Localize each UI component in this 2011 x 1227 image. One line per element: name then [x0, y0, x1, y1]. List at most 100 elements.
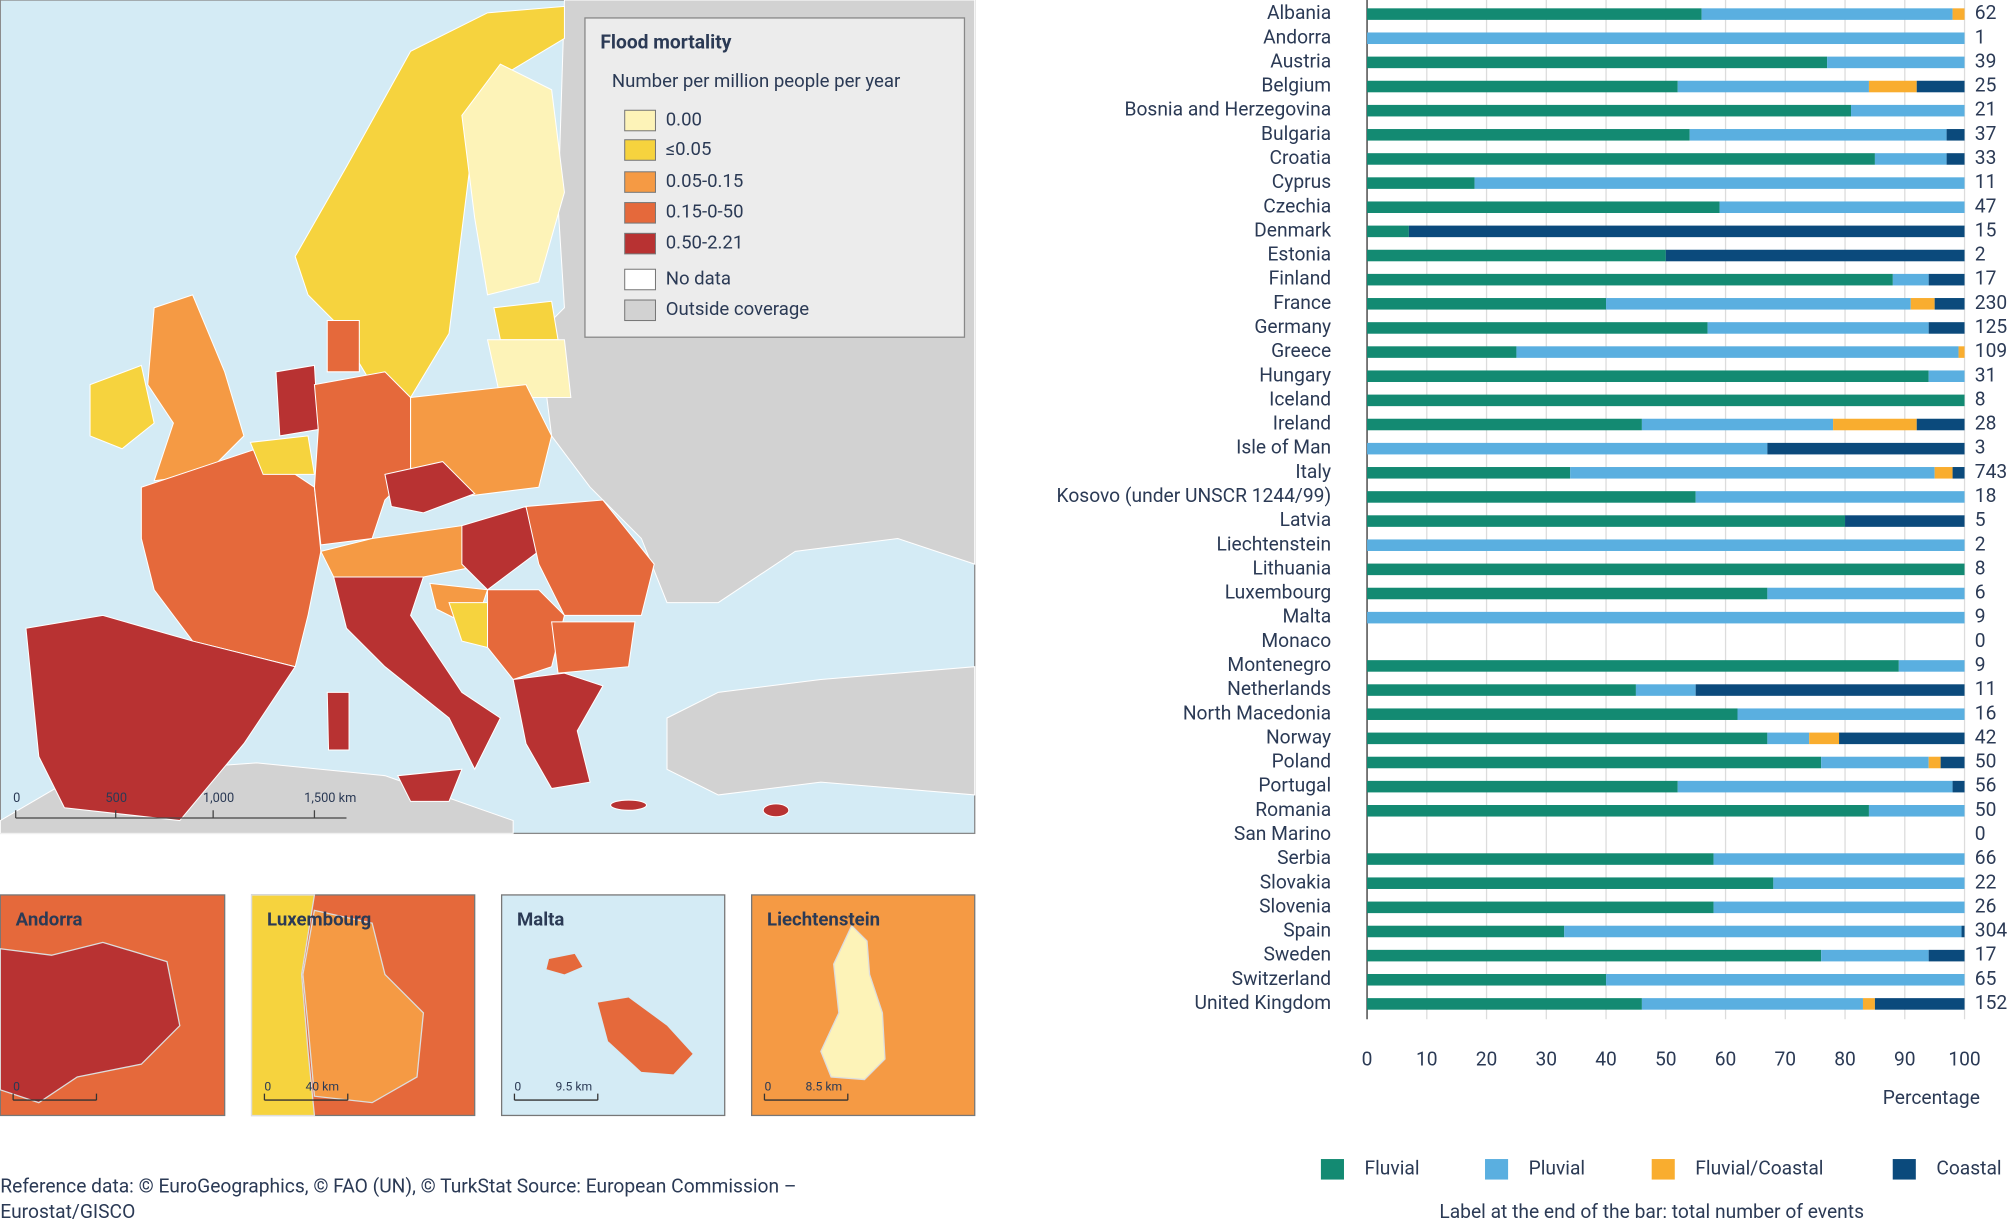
bar-segment	[1367, 949, 1822, 962]
bar-segment	[1821, 949, 1929, 962]
bar-segment	[1408, 225, 1965, 238]
bar-segment	[1641, 998, 1863, 1010]
bar-segment	[1367, 249, 1666, 262]
total-label: 62	[1975, 1, 1997, 24]
total-label: 0	[1975, 629, 1986, 652]
bar-segment	[1367, 780, 1678, 793]
bar-segment	[1701, 8, 1953, 20]
bar-segment	[1665, 249, 1965, 262]
bar-segment	[1367, 298, 1607, 310]
total-label: 66	[1975, 846, 1997, 869]
legend-swatch	[1485, 1159, 1509, 1180]
bar-segment	[1367, 998, 1642, 1010]
map-scale-bar	[15, 810, 347, 819]
category-label: France	[1273, 291, 1331, 314]
bar-segment	[1916, 80, 1965, 93]
total-label: 50	[1975, 750, 1997, 773]
bar-segment	[1367, 8, 1702, 20]
total-label: 230	[1975, 291, 2007, 314]
bar-segment	[1868, 805, 1965, 817]
bar-segment	[1570, 467, 1935, 479]
bar-segment	[1946, 153, 1965, 165]
category-label: Finland	[1269, 267, 1332, 290]
total-label: 9	[1975, 653, 1986, 676]
inset-scale-label: 0	[764, 1079, 771, 1093]
inset-malta	[500, 894, 726, 1117]
bar-segment	[1719, 201, 1965, 214]
x-tick-label: 50	[1655, 1047, 1677, 1070]
inset-scale-bar	[763, 1093, 849, 1101]
total-label: 17	[1975, 267, 1997, 290]
bar-segment	[1367, 153, 1875, 165]
category-label: Luxembourg	[1225, 581, 1331, 604]
category-label: Lithuania	[1252, 556, 1331, 579]
map: Flood mortality Number per million peopl…	[0, 0, 976, 835]
legend-label: No data	[666, 267, 731, 289]
category-label: Monaco	[1261, 629, 1331, 652]
category-label: Denmark	[1254, 218, 1331, 241]
inset-scale-label: 40 km	[305, 1079, 339, 1093]
bar-segment	[1892, 273, 1929, 286]
total-label: 0	[1975, 822, 1986, 845]
source-line: Eurostat/GISCO	[0, 1200, 135, 1223]
total-label: 31	[1975, 363, 1997, 386]
total-label: 15	[1975, 218, 1997, 241]
bar-segment	[1367, 660, 1899, 672]
bar-segment	[1928, 949, 1965, 962]
category-label: Estonia	[1268, 243, 1332, 266]
total-label: 47	[1975, 194, 1997, 217]
total-label: 11	[1975, 677, 1997, 700]
legend-label: 0.05-0.15	[666, 170, 744, 192]
bar-segment	[1367, 394, 1965, 407]
bar-segment	[1827, 56, 1965, 69]
x-tick-label: 10	[1416, 1047, 1438, 1070]
total-label: 2	[1975, 243, 1986, 266]
inset-scale-label: 0	[514, 1079, 521, 1093]
total-label: 33	[1975, 146, 1997, 169]
scale-label: 1,500 km	[304, 791, 356, 806]
category-label: Liechtenstein	[1217, 532, 1332, 555]
category-label: Slovakia	[1260, 870, 1331, 893]
bar-segment	[1367, 756, 1822, 769]
category-label: Poland	[1272, 750, 1332, 773]
legend-swatch	[1892, 1159, 1916, 1180]
bar-segment	[1367, 805, 1869, 817]
x-tick-label: 40	[1595, 1047, 1617, 1070]
bar-segment	[1367, 563, 1965, 576]
bar-segment	[1821, 756, 1929, 769]
scale-label: 1,000	[203, 791, 234, 806]
bar-segment	[1952, 780, 1965, 793]
bar-segment	[1928, 370, 1965, 382]
total-label: 125	[1975, 315, 2008, 338]
inset-scale-bar	[263, 1093, 349, 1101]
category-label: Kosovo (under UNSCR 1244/99)	[1057, 484, 1332, 507]
category-label: Sweden	[1263, 943, 1331, 966]
total-label: 8	[1975, 556, 1986, 579]
bar-segment	[1367, 104, 1852, 117]
category-label: Iceland	[1269, 387, 1331, 410]
category-label: Andorra	[1263, 25, 1331, 48]
category-label: Czechia	[1263, 194, 1331, 217]
bar-segment	[1367, 877, 1774, 889]
bar-segment	[1367, 684, 1636, 696]
legend-label: 0.00	[666, 108, 702, 130]
inset-scale-label: 8.5 km	[805, 1079, 842, 1093]
bar-segment	[1367, 225, 1409, 238]
bar-segment	[1874, 998, 1965, 1010]
bar-segment	[1713, 901, 1965, 914]
category-label: Italy	[1295, 460, 1331, 483]
x-axis-title: Percentage	[1883, 1086, 1980, 1109]
total-label: 21	[1975, 98, 1997, 121]
total-label: 39	[1975, 49, 1997, 72]
bar-segment	[1606, 298, 1911, 310]
category-label: Spain	[1283, 919, 1331, 942]
legend-label: 0.15-0-50	[666, 201, 744, 223]
category-label: United Kingdom	[1195, 991, 1332, 1014]
inset-scale-label: 0	[264, 1079, 271, 1093]
bar-segment	[1952, 467, 1965, 479]
total-label: 11	[1975, 170, 1997, 193]
bar-segment	[1367, 491, 1696, 503]
map-scale-labels: 0 500 1,000 1,500 km	[13, 791, 356, 806]
bar-segment	[1767, 442, 1965, 455]
inset-scale-bar	[513, 1093, 599, 1101]
